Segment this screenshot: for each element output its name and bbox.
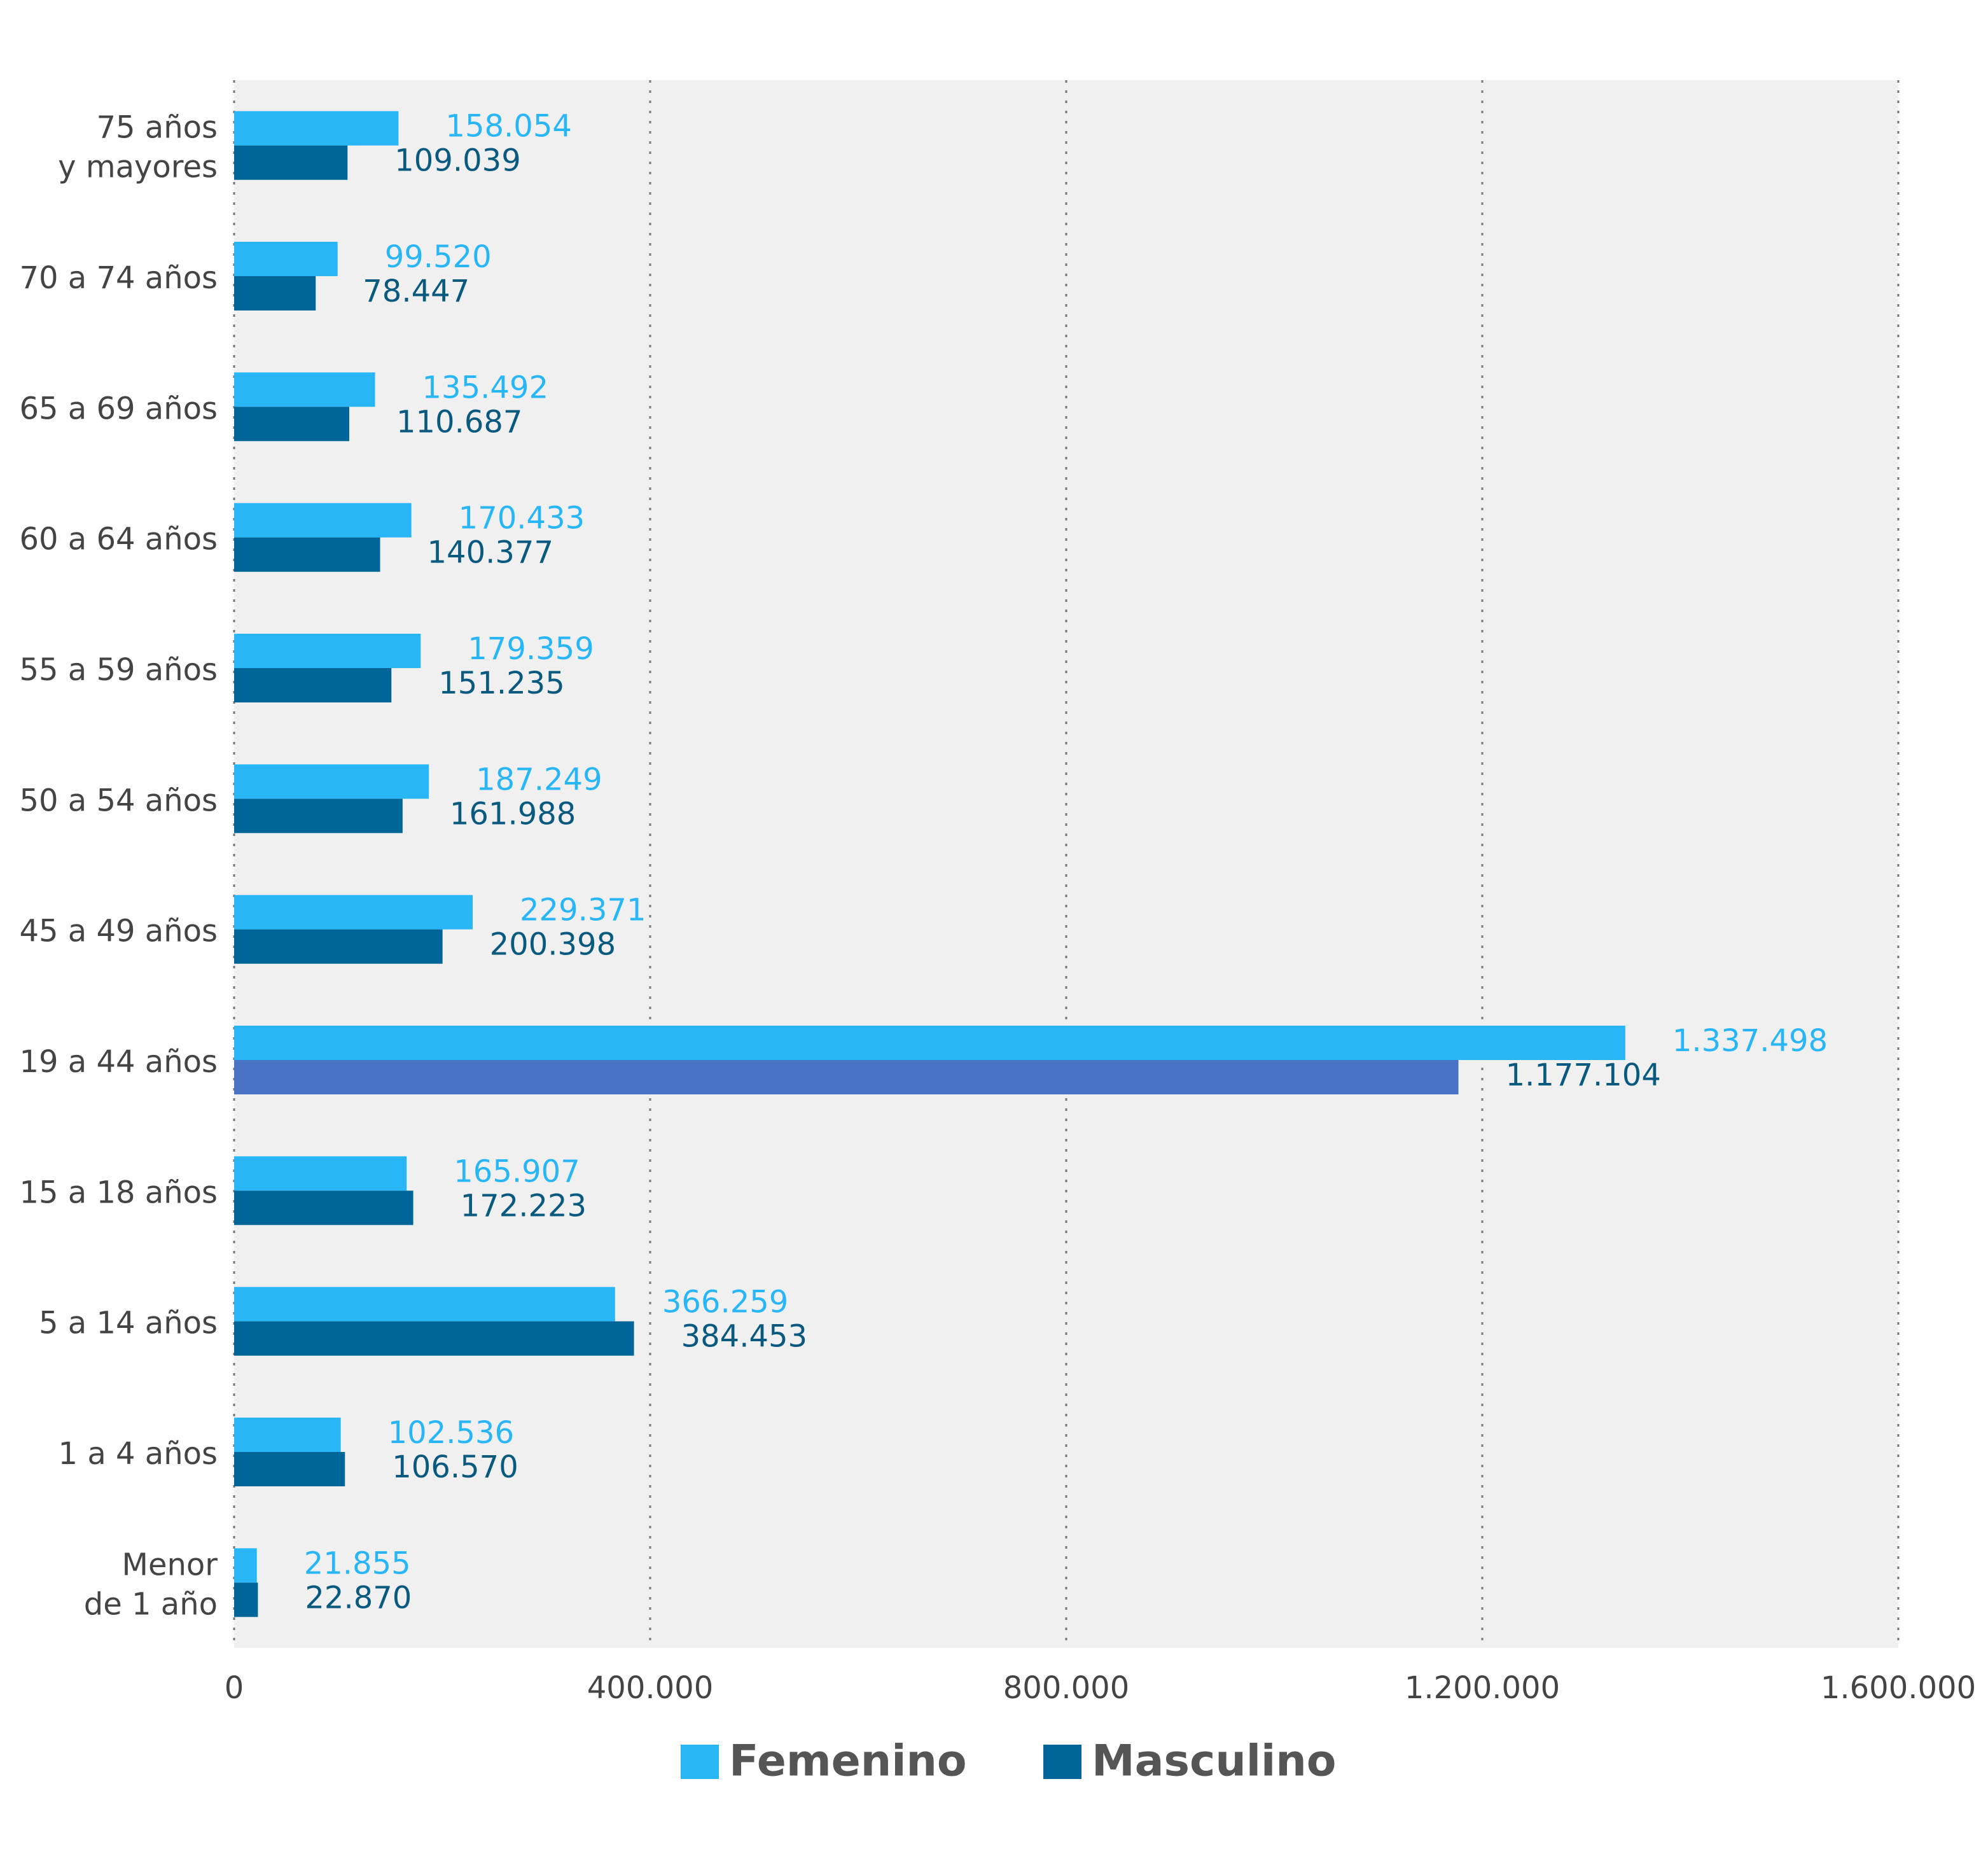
bar <box>234 1190 414 1225</box>
legend-label: Masculino <box>1092 1736 1337 1787</box>
y-tick-label: 65 a 69 años <box>19 391 218 426</box>
bar <box>234 895 473 930</box>
x-tick-label: 0 <box>225 1670 244 1706</box>
y-tick-label: 75 años y mayores <box>58 110 218 185</box>
bar <box>234 799 403 834</box>
value-label: 200.398 <box>490 927 616 963</box>
value-label: 161.988 <box>450 796 576 832</box>
value-label: 102.536 <box>388 1415 515 1451</box>
value-label: 22.870 <box>305 1580 412 1615</box>
x-tick-label: 1.200.000 <box>1405 1670 1560 1706</box>
y-tick-label: 50 a 54 años <box>19 783 218 818</box>
bar <box>234 1287 615 1322</box>
x-tick-label: 400.000 <box>587 1670 714 1706</box>
value-label: 187.249 <box>476 762 602 797</box>
value-label: 179.359 <box>468 631 594 667</box>
y-tick-label: Menor de 1 año <box>84 1547 218 1622</box>
value-label: 170.433 <box>459 501 585 536</box>
y-tick-label: 45 a 49 años <box>19 914 218 949</box>
value-label: 151.235 <box>438 666 565 701</box>
value-label: 135.492 <box>422 370 549 405</box>
value-label: 110.687 <box>396 404 523 440</box>
y-tick-label: 60 a 64 años <box>19 522 218 557</box>
bar <box>234 634 421 668</box>
y-tick-label: 15 a 18 años <box>19 1175 218 1210</box>
x-tick-label: 800.000 <box>1003 1670 1130 1706</box>
bar <box>234 1026 1625 1060</box>
bar <box>234 276 316 310</box>
y-tick-label: 70 a 74 años <box>19 260 218 296</box>
bar <box>234 1060 1459 1094</box>
value-label: 99.520 <box>385 239 492 275</box>
bar <box>234 242 338 276</box>
bar <box>234 764 429 799</box>
bar <box>234 668 392 702</box>
value-label: 384.453 <box>681 1319 808 1355</box>
value-label: 106.570 <box>392 1449 518 1485</box>
x-tick-label: 1.600.000 <box>1821 1670 1976 1706</box>
y-tick-label: 55 a 59 años <box>19 652 218 688</box>
bar <box>234 1321 634 1356</box>
value-label: 1.177.104 <box>1506 1057 1661 1093</box>
value-label: 109.039 <box>394 143 521 179</box>
bar <box>234 111 399 146</box>
bar <box>234 1418 341 1452</box>
bar <box>234 929 443 964</box>
value-label: 229.371 <box>520 893 646 928</box>
y-tick-label: 5 a 14 años <box>39 1306 218 1341</box>
value-label: 21.855 <box>304 1546 411 1581</box>
bar <box>234 407 349 442</box>
value-label: 158.054 <box>445 109 572 144</box>
bar <box>234 1548 257 1583</box>
bar <box>234 145 348 180</box>
y-tick-label: 1 a 4 años <box>59 1436 218 1472</box>
bar <box>234 372 375 407</box>
bar <box>234 1582 258 1617</box>
bar <box>234 1452 345 1486</box>
bar <box>234 537 380 572</box>
bar <box>234 1156 407 1191</box>
legend-swatch <box>1043 1745 1081 1779</box>
value-label: 140.377 <box>427 535 554 571</box>
value-label: 366.259 <box>662 1285 789 1320</box>
value-label: 172.223 <box>461 1188 587 1224</box>
bar <box>234 503 412 538</box>
y-tick-label: 19 a 44 años <box>19 1044 218 1080</box>
legend-swatch <box>681 1745 719 1779</box>
value-label: 165.907 <box>454 1154 580 1189</box>
legend-label: Femenino <box>729 1736 967 1787</box>
value-label: 1.337.498 <box>1672 1023 1828 1059</box>
value-label: 78.447 <box>363 274 469 309</box>
